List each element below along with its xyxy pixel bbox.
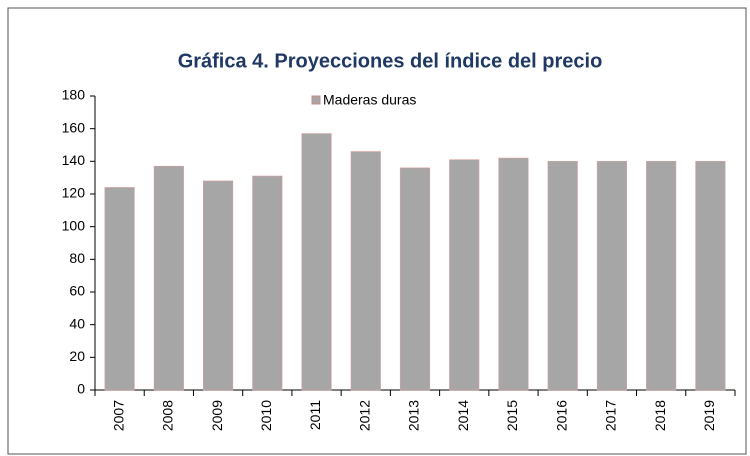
x-tick-label: 2012 — [356, 400, 372, 431]
bar — [646, 161, 677, 391]
x-tick-label: 2018 — [652, 400, 668, 431]
bar — [399, 167, 431, 391]
x-tick-label: 2015 — [504, 400, 520, 431]
bar — [695, 161, 726, 391]
y-tick-label: 120 — [62, 185, 86, 201]
y-tick-label: 20 — [69, 348, 85, 364]
x-tick-label: 2011 — [307, 400, 323, 430]
x-tick-label: 2019 — [701, 400, 717, 431]
bar — [301, 133, 332, 391]
bar — [104, 187, 135, 391]
bar — [252, 175, 283, 391]
y-tick-label: 80 — [69, 250, 85, 266]
y-tick-label: 0 — [77, 381, 85, 397]
x-tick-label: 2017 — [603, 400, 619, 431]
legend-label: Maderas duras — [323, 92, 416, 108]
x-tick-label: 2013 — [406, 400, 422, 431]
y-tick-label: 180 — [62, 87, 86, 103]
x-tick-label: 2016 — [553, 400, 569, 431]
y-tick-label: 40 — [69, 315, 85, 331]
bar — [596, 161, 627, 391]
x-tick-label: 2007 — [110, 400, 126, 431]
legend-swatch — [311, 95, 321, 105]
chart-title: Gráfica 4. Proyecciones del índice del p… — [178, 50, 603, 72]
x-tick-label: 2014 — [455, 400, 471, 431]
x-tick-label: 2009 — [209, 400, 225, 431]
x-tick-label: 2010 — [258, 400, 274, 431]
bar — [350, 151, 381, 391]
bar — [547, 161, 578, 391]
y-tick-label: 160 — [62, 119, 86, 135]
bar — [153, 165, 184, 391]
bar — [203, 180, 234, 391]
y-tick-label: 100 — [62, 217, 86, 233]
bar — [449, 159, 480, 391]
y-tick-label: 60 — [69, 283, 85, 299]
bar — [498, 157, 529, 391]
y-tick-label: 140 — [62, 152, 86, 168]
x-tick-label: 2008 — [160, 400, 176, 431]
